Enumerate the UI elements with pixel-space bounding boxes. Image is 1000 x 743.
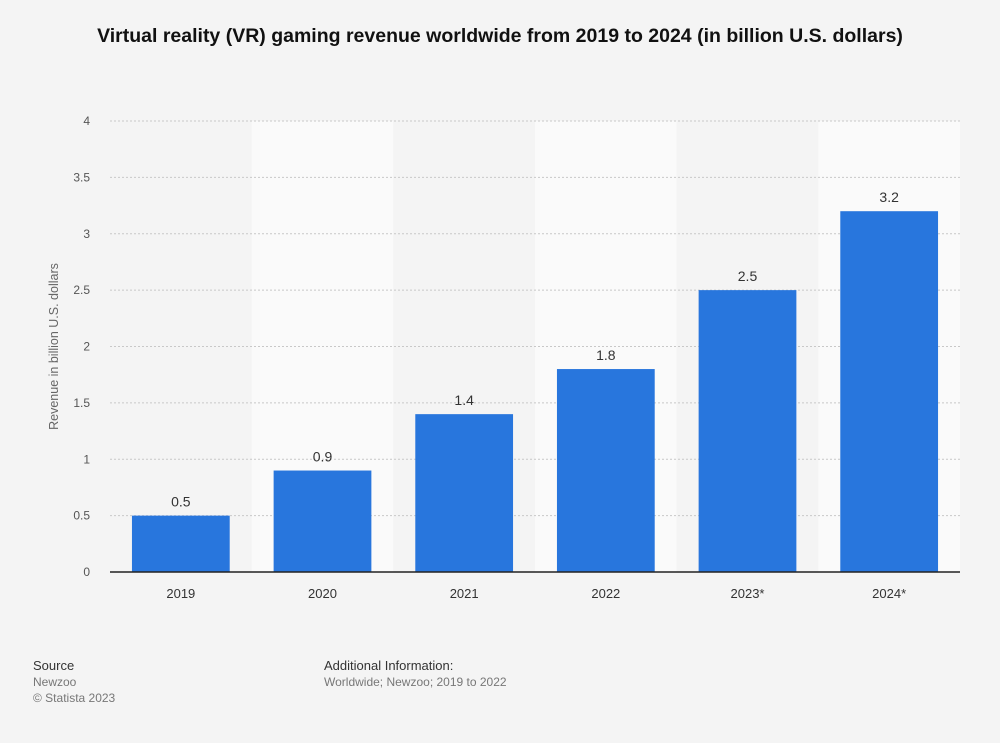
data-label: 3.2 — [879, 189, 899, 205]
x-tick-label: 2022 — [591, 586, 620, 601]
additional-info-text: Worldwide; Newzoo; 2019 to 2022 — [324, 675, 507, 689]
y-tick-label: 0 — [83, 565, 90, 579]
y-tick-label: 1 — [83, 452, 90, 466]
y-tick-label: 1.5 — [73, 396, 90, 410]
y-tick-label: 2.5 — [73, 283, 90, 297]
y-tick-label: 3 — [83, 227, 90, 241]
x-tick-label: 2024* — [872, 586, 906, 601]
data-label: 0.9 — [313, 449, 333, 465]
copyright: © Statista 2023 — [33, 691, 116, 705]
data-label: 2.5 — [738, 268, 758, 284]
data-label: 1.4 — [454, 392, 474, 408]
column-band — [110, 121, 252, 572]
additional-info-heading: Additional Information: — [324, 658, 454, 673]
x-tick-label: 2020 — [308, 586, 337, 601]
chart-title: Virtual reality (VR) gaming revenue worl… — [97, 25, 903, 47]
bar — [415, 414, 514, 572]
y-tick-label: 2 — [83, 340, 90, 354]
x-tick-label: 2019 — [166, 586, 195, 601]
y-tick-label: 0.5 — [73, 509, 90, 523]
additional-info-block: Additional Information: Worldwide; Newzo… — [324, 658, 507, 690]
data-label: 0.5 — [171, 494, 191, 510]
bar — [556, 369, 655, 572]
bar — [698, 290, 797, 572]
bar — [840, 211, 939, 572]
bar — [131, 515, 230, 572]
source-heading: Source — [33, 658, 75, 673]
y-tick-label: 3.5 — [73, 170, 90, 184]
data-label: 1.8 — [596, 347, 616, 363]
y-axis-title: Revenue in billion U.S. dollars — [47, 263, 61, 430]
source-name[interactable]: Newzoo — [33, 675, 77, 689]
bar — [273, 470, 372, 572]
x-tick-label: 2023* — [731, 586, 765, 601]
y-tick-label: 4 — [83, 114, 90, 128]
source-block: Source Newzoo © Statista 2023 — [33, 658, 115, 706]
x-tick-label: 2021 — [450, 586, 479, 601]
